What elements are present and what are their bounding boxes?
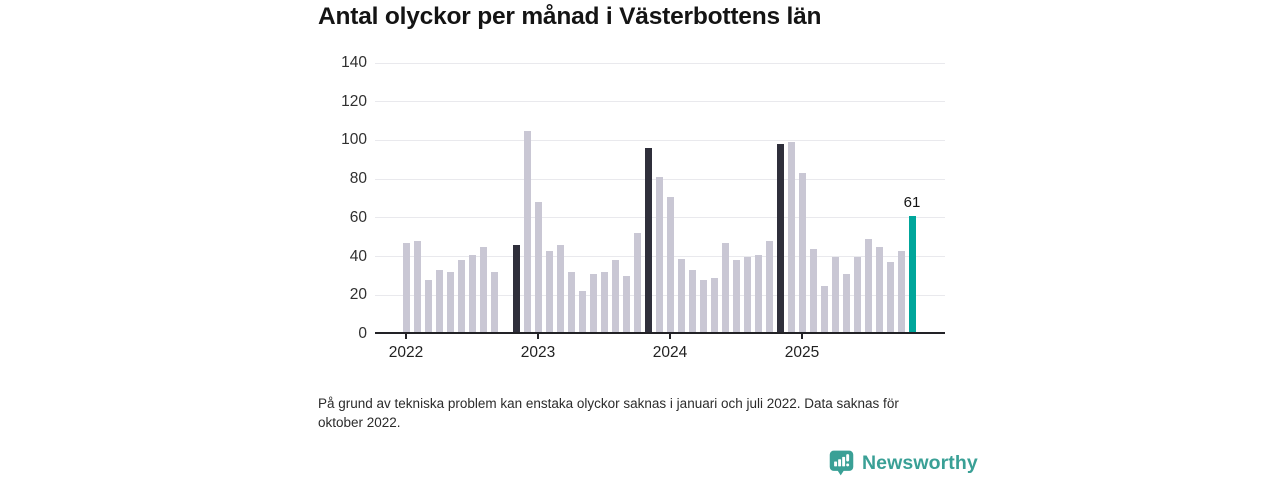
- plot-area: 0 20 40 60 80 100 120 140 2022 2023 2024 2025 61: [341, 55, 945, 361]
- bar-2024-03: [688, 270, 696, 334]
- bar-2025-08: [875, 246, 883, 334]
- bar-2024-02: [677, 258, 685, 334]
- bar-2022-02: [413, 241, 421, 334]
- value-label-2025-11: 61: [903, 193, 921, 211]
- bar-2023-05: [578, 291, 586, 334]
- bar-2023-04: [567, 272, 575, 334]
- y-tick-label-0: 0: [358, 325, 367, 342]
- bar-2024-12: [787, 142, 795, 334]
- bar-2022-01: [402, 243, 410, 334]
- bar-2023-10: [633, 233, 641, 334]
- bar-2025-06: [853, 256, 861, 334]
- bar-2024-10: [765, 241, 773, 334]
- bar-2023-06: [589, 273, 597, 334]
- gridline-y-100: [375, 139, 945, 141]
- bar-2022-04: [435, 270, 443, 334]
- bar-2024-09: [754, 254, 762, 334]
- y-tick-label-120: 120: [341, 92, 367, 110]
- bar-2025-03: [820, 285, 828, 334]
- chart-title: Antal olyckor per månad i Västerbottens …: [318, 3, 822, 30]
- newsworthy-speech-bubble-chart-icon: [828, 449, 855, 477]
- bar-2024-04: [699, 279, 707, 334]
- x-tick-2024: [669, 334, 671, 339]
- gridline-y-120: [375, 101, 945, 103]
- x-tick-label-2023: 2023: [520, 344, 556, 361]
- bar-2022-12: [523, 130, 531, 334]
- bar-2025-05: [842, 273, 850, 334]
- bar-2023-07: [600, 272, 608, 334]
- y-tick-label-60: 60: [349, 208, 367, 226]
- footnote-text: På grund av tekniska problem kan enstaka…: [318, 396, 899, 431]
- bar-2025-10: [897, 250, 905, 334]
- bar-2023-11: [644, 148, 652, 334]
- bar-2025-09: [886, 262, 894, 334]
- bar-2024-06: [721, 243, 729, 334]
- y-tick-label-40: 40: [349, 247, 367, 265]
- bar-2023-01: [534, 202, 542, 334]
- bar-2024-01: [666, 196, 674, 334]
- x-tick-2023: [537, 334, 539, 339]
- y-tick-label-80: 80: [349, 170, 367, 188]
- gridline-y-140: [375, 62, 945, 64]
- bar-2025-04: [831, 256, 839, 334]
- bar-2022-07: [468, 254, 476, 334]
- x-tick-2025: [801, 334, 803, 339]
- bar-2024-05: [710, 277, 718, 334]
- y-tick-label-140: 140: [341, 54, 367, 71]
- x-axis-line: [375, 332, 945, 334]
- bar-2024-11: [776, 144, 784, 334]
- bar-2023-12: [655, 177, 663, 334]
- y-tick-label-20: 20: [349, 286, 367, 304]
- x-tick-label-2024: 2024: [652, 344, 688, 361]
- bar-2024-08: [743, 256, 751, 334]
- x-tick-label-2022: 2022: [388, 344, 424, 361]
- bar-2023-09: [622, 275, 630, 334]
- bar-2023-08: [611, 260, 619, 334]
- brand-logo: Newsworthy: [828, 449, 978, 477]
- bar-2022-11: [512, 244, 520, 334]
- bar-2022-08: [479, 246, 487, 334]
- brand-name: Newsworthy: [862, 451, 978, 474]
- bar-2025-02: [809, 248, 817, 334]
- bar-2023-03: [556, 244, 564, 334]
- bar-2022-09: [490, 272, 498, 334]
- x-tick-label-2025: 2025: [784, 344, 820, 361]
- x-tick-2022: [405, 334, 407, 339]
- bar-2025-07: [864, 239, 872, 334]
- y-tick-label-100: 100: [341, 131, 367, 149]
- bar-2023-02: [545, 250, 553, 334]
- bar-2022-03: [424, 279, 432, 334]
- bar-2024-07: [732, 260, 740, 334]
- bar-2025-11: [908, 215, 916, 334]
- bar-2022-06: [457, 260, 465, 334]
- bar-2025-01: [798, 173, 806, 334]
- bar-2022-05: [446, 272, 454, 334]
